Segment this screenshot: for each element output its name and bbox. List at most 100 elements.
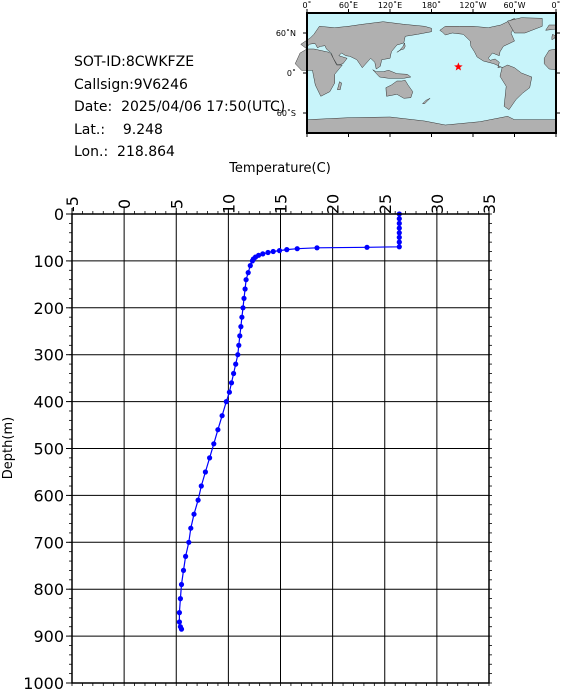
x-tick-label: -5 bbox=[63, 196, 82, 212]
profile-point bbox=[239, 314, 245, 320]
date-label: Date: 2025/04/06 17:50(UTC) bbox=[74, 99, 286, 115]
profile-point bbox=[211, 441, 217, 447]
x-tick-label: 10 bbox=[219, 194, 238, 214]
madagascar-landmass bbox=[337, 81, 342, 90]
temperature-profile-series bbox=[176, 211, 402, 632]
profile-point bbox=[243, 277, 249, 283]
y-tick-labels: 0 100 200 300 400 500 600 700 800 900 1000 bbox=[23, 205, 64, 690]
x-tick-label: 0 bbox=[115, 199, 134, 209]
profile-point bbox=[178, 626, 185, 632]
profile-point bbox=[202, 469, 208, 475]
profile-point bbox=[177, 596, 183, 602]
new-zealand-landmass bbox=[421, 98, 431, 104]
profile-point bbox=[223, 399, 229, 405]
profile-point bbox=[270, 248, 276, 255]
y-tick-label: 800 bbox=[33, 580, 64, 599]
latitude-label: Lat.: 9.248 bbox=[74, 121, 163, 138]
float-position-star-icon bbox=[454, 62, 463, 71]
map-longitude-labels: 0˚ 60˚E 120˚E 180˚ 120˚W 60˚W 0˚ bbox=[302, 0, 560, 10]
profile-point bbox=[294, 246, 300, 252]
north-america-landmass bbox=[439, 17, 519, 69]
map-lon-label: 120˚W bbox=[459, 0, 486, 10]
eurasia-landmass bbox=[300, 21, 432, 70]
profile-point bbox=[235, 352, 241, 358]
profile-point bbox=[237, 333, 243, 339]
chart-grid bbox=[66, 208, 490, 684]
x-tick-label: 30 bbox=[428, 194, 447, 214]
profile-point bbox=[265, 249, 271, 256]
profile-point bbox=[186, 539, 192, 545]
x-tick-label: 35 bbox=[480, 194, 499, 214]
japan-landmass bbox=[396, 42, 406, 53]
map-lon-label: 60˚E bbox=[339, 0, 358, 10]
world-map: 0˚ 60˚E 120˚E 180˚ 120˚W 60˚W 0˚ 60˚N 0˚ 60˚S bbox=[276, 0, 561, 137]
map-lon-label: 60˚W bbox=[503, 0, 525, 10]
map-latitude-labels: 60˚N 0˚ 60˚S bbox=[276, 28, 296, 118]
profile-point bbox=[183, 553, 189, 560]
map-lat-label: 0˚ bbox=[287, 68, 296, 78]
y-tick-label: 200 bbox=[33, 299, 64, 318]
plot-frame bbox=[71, 213, 490, 684]
temperature-depth-chart: -5 0 5 10 15 20 25 30 35 01002003004005006007008… bbox=[1, 161, 499, 690]
x-tick-label: 20 bbox=[324, 194, 343, 214]
y-tick-label: 100 bbox=[33, 252, 64, 271]
x-tick-labels: -5 0 5 10 15 20 25 30 35 bbox=[63, 194, 499, 214]
profile-point bbox=[198, 483, 204, 489]
profile-point bbox=[226, 389, 232, 395]
profile-point bbox=[178, 581, 185, 588]
profile-point bbox=[191, 511, 197, 517]
profile-point bbox=[241, 295, 247, 301]
y-axis-title: Depth(m) bbox=[1, 417, 16, 479]
profile-point bbox=[238, 324, 244, 330]
longitude-label: Lon.: 218.864 bbox=[74, 144, 175, 160]
indonesia-landmass bbox=[372, 69, 412, 79]
float-info-panel: SOT-ID:8CWKFZE Callsign:9V6246 Date: 202… bbox=[74, 51, 285, 164]
profile-point bbox=[276, 248, 283, 254]
callsign-label: Callsign:9V6246 bbox=[74, 76, 188, 93]
profile-point bbox=[242, 286, 248, 292]
profile-point bbox=[236, 342, 242, 348]
profile-point bbox=[231, 370, 237, 377]
profile-point bbox=[396, 239, 402, 245]
x-tick-label: 5 bbox=[167, 199, 186, 209]
greenland-landmass bbox=[507, 17, 543, 34]
x-tick-label: 15 bbox=[272, 194, 291, 214]
y-tick-label: 700 bbox=[33, 533, 64, 552]
x-tick-label: 25 bbox=[376, 194, 395, 214]
profile-point bbox=[396, 216, 402, 222]
y-tick-label: 900 bbox=[33, 627, 64, 646]
profile-point bbox=[233, 361, 239, 367]
y-tick-label: 400 bbox=[33, 393, 64, 412]
profile-point bbox=[188, 525, 194, 531]
profile-point bbox=[260, 251, 266, 257]
map-lat-label: 60˚N bbox=[276, 28, 296, 38]
profile-point bbox=[284, 247, 290, 253]
profile-point bbox=[396, 234, 402, 240]
profile-point bbox=[396, 220, 402, 226]
map-lon-label: 120˚E bbox=[378, 0, 402, 10]
x-axis-title: Temperature(C) bbox=[228, 161, 331, 176]
profile-point bbox=[396, 225, 402, 231]
profile-point bbox=[215, 427, 221, 433]
map-lon-label: 180˚ bbox=[422, 0, 441, 10]
profile-point bbox=[195, 497, 201, 503]
profile-point bbox=[396, 230, 402, 236]
profile-point bbox=[249, 258, 255, 264]
profile-point bbox=[247, 263, 253, 269]
profile-point bbox=[240, 305, 246, 311]
south-america-landmass bbox=[499, 64, 533, 111]
map-lon-label: 0˚ bbox=[551, 0, 560, 10]
y-tick-label: 1000 bbox=[23, 674, 64, 690]
sot-id-label: SOT-ID:8CWKFZE bbox=[74, 54, 195, 70]
profile-point bbox=[364, 244, 370, 250]
y-tick-label: 300 bbox=[33, 346, 64, 365]
profile-point bbox=[219, 413, 225, 419]
y-tick-label: 0 bbox=[54, 205, 64, 224]
profile-point bbox=[176, 619, 182, 625]
profile-point bbox=[180, 567, 187, 574]
profile-point bbox=[207, 455, 213, 461]
profile-point bbox=[245, 270, 251, 276]
profile-point bbox=[314, 245, 320, 251]
map-lon-label: 0˚ bbox=[302, 0, 311, 10]
